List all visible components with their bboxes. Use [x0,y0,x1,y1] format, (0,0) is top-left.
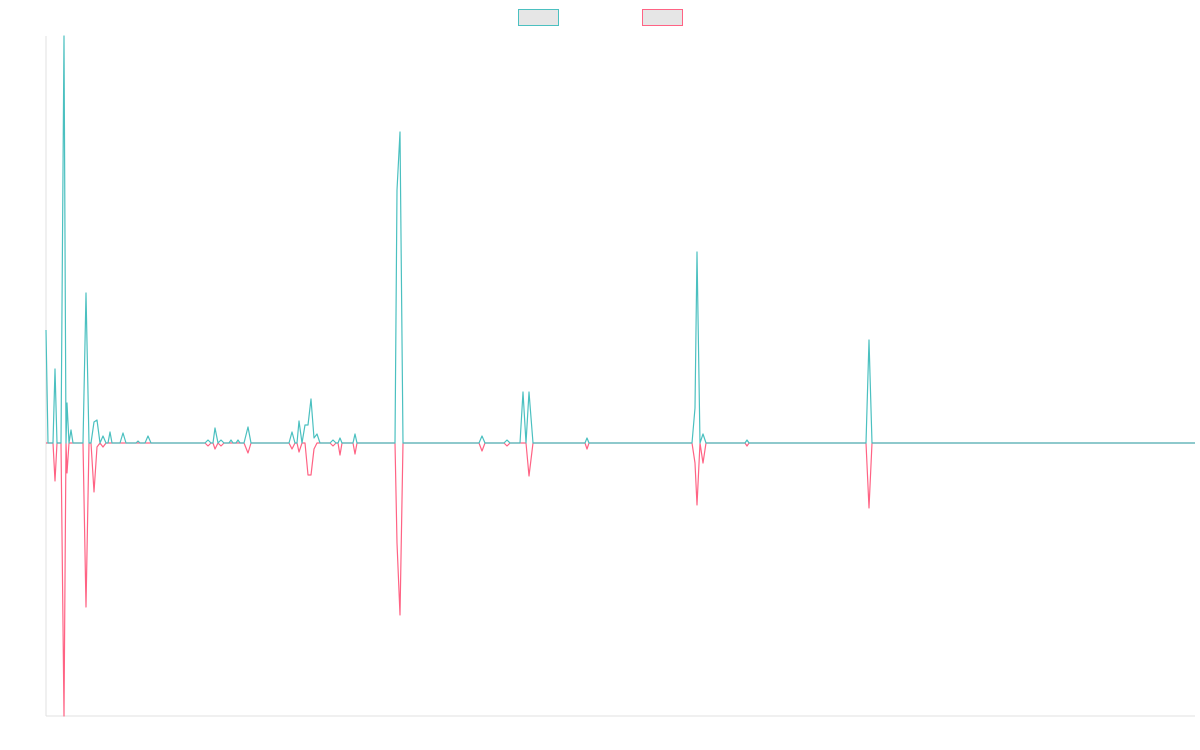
series-line [46,442,1195,717]
legend-swatch[interactable] [642,9,683,26]
legend-swatch[interactable] [518,9,559,26]
series-line [45,35,1195,444]
